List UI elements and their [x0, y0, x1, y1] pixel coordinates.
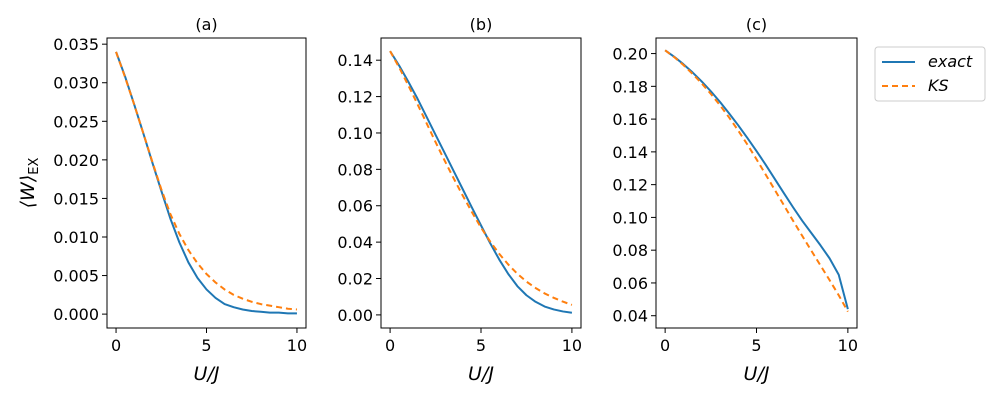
x-tick-label: 10 — [562, 336, 582, 355]
y-tick-label: 0.015 — [53, 189, 99, 208]
y-tick-label: 0.02 — [337, 270, 373, 289]
panel-title: (a) — [195, 15, 217, 34]
series-line-ks — [389, 50, 573, 306]
y-tick-label: 0.12 — [337, 88, 373, 107]
y-tick-label: 0.010 — [53, 228, 99, 247]
y-tick-label: 0.04 — [337, 233, 373, 252]
x-axis-label: U/J — [468, 363, 494, 385]
y-tick-label: 0.06 — [612, 274, 648, 293]
legend: exact KS — [874, 46, 986, 102]
x-tick-label: 10 — [838, 336, 858, 355]
axes-frame — [380, 37, 582, 329]
legend-label-ks: KS — [928, 76, 949, 95]
panel-title: (c) — [746, 15, 767, 34]
panel-b: (b) 0 5 10 0.00 0.02 0.04 0.06 0.08 0.10 0.12 0.14 U… — [337, 15, 582, 385]
y-tick-label: 0.12 — [612, 176, 648, 195]
y-axis-label-main: ⟨W⟩ — [17, 175, 39, 209]
y-tick-label: 0.14 — [612, 143, 648, 162]
y-tick-label: 0.025 — [53, 112, 99, 131]
axes-frame — [655, 37, 858, 329]
x-tick-label: 5 — [751, 336, 761, 355]
y-tick-label: 0.08 — [612, 241, 648, 260]
y-tick-label: 0.035 — [53, 35, 99, 54]
y-tick-label: 0.020 — [53, 151, 99, 170]
x-tick-label: 5 — [201, 336, 211, 355]
y-tick-label: 0.04 — [612, 307, 648, 326]
x-axis-label: U/J — [194, 363, 220, 385]
y-tick-label: 0.08 — [337, 160, 373, 179]
legend-label-exact: exact — [928, 52, 973, 71]
y-tick-label: 0.20 — [612, 45, 648, 64]
x-tick-label: 0 — [111, 336, 121, 355]
y-tick-label: 0.16 — [612, 110, 648, 129]
y-tick-label: 0.14 — [337, 51, 373, 70]
legend-box — [874, 46, 986, 102]
axes-frame — [106, 37, 307, 329]
panel-a: (a) 0 5 10 0.000 0.005 0.010 0.015 0.020 0.025 0.0… — [53, 15, 307, 385]
x-axis-label: U/J — [744, 363, 770, 385]
series-line-ks — [115, 51, 298, 311]
panel-c: (c) 0 5 10 0.04 0.06 0.08 0.10 0.12 0.14 0.16 0.18 0… — [612, 15, 858, 385]
panel-title: (b) — [470, 15, 493, 34]
x-tick-label: 0 — [385, 336, 395, 355]
y-axis-label-subscript: EX — [27, 158, 42, 175]
x-tick-label: 5 — [476, 336, 486, 355]
x-tick-label: 10 — [287, 336, 307, 355]
y-tick-label: 0.10 — [337, 124, 373, 143]
series-line-exact — [664, 49, 849, 310]
y-tick-label: 0.10 — [612, 208, 648, 227]
y-tick-label: 0.18 — [612, 77, 648, 96]
y-tick-label: 0.005 — [53, 267, 99, 286]
y-tick-label: 0.030 — [53, 74, 99, 93]
y-tick-label: 0.00 — [337, 306, 373, 325]
y-tick-label: 0.000 — [53, 305, 99, 324]
series-line-exact — [389, 50, 573, 314]
y-tick-label: 0.06 — [337, 197, 373, 216]
series-line-ks — [664, 49, 849, 313]
y-axis-label: ⟨W⟩EX — [17, 158, 42, 209]
x-tick-label: 0 — [660, 336, 670, 355]
